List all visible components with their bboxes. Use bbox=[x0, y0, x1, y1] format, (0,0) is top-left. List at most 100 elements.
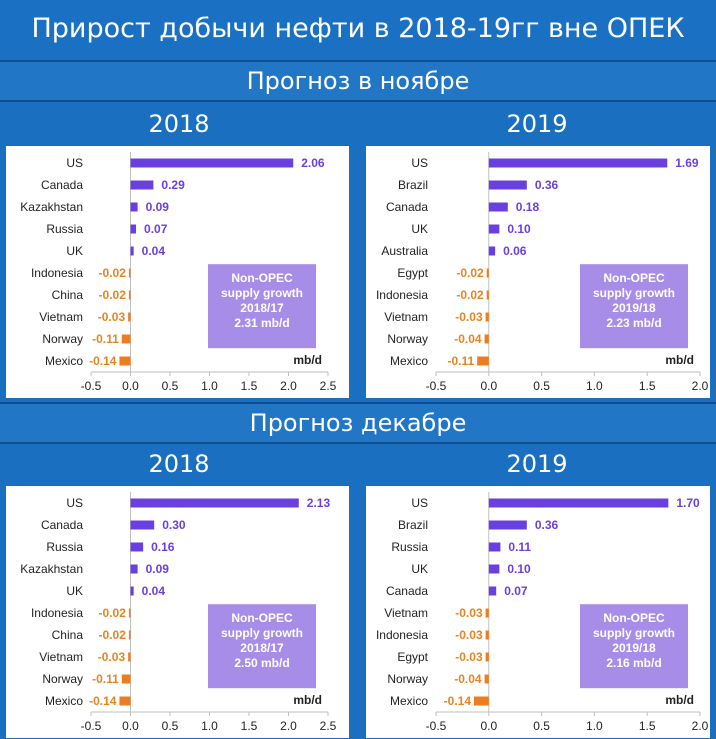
x-tick-label: 2.0 bbox=[692, 719, 709, 733]
bar bbox=[489, 499, 669, 508]
category-label: Norway bbox=[42, 332, 83, 346]
category-label: Australia bbox=[381, 244, 428, 258]
bar bbox=[131, 225, 137, 234]
category-label: Vietnam bbox=[39, 310, 83, 324]
x-tick-label: 0.0 bbox=[480, 719, 497, 733]
summary-box-text: supply growth bbox=[593, 286, 675, 300]
bar bbox=[486, 653, 489, 662]
summary-box-text: 2.23 mb/d bbox=[606, 316, 661, 330]
summary-box-text: Non-OPEC bbox=[603, 611, 665, 625]
summary-box-text: Non-OPEC bbox=[603, 271, 665, 285]
page-title: Прирост добычи нефти в 2018-19гг вне ОПЕ… bbox=[0, 0, 716, 58]
bar bbox=[131, 587, 134, 596]
summary-box-text: 2.16 mb/d bbox=[606, 656, 661, 670]
category-label: Mexico bbox=[390, 354, 428, 368]
x-tick-label: 1.0 bbox=[586, 379, 603, 393]
bar bbox=[131, 181, 154, 190]
chart-panel-dec-2018: -0.5 0.0 0.5 1.0 1.5 2.0 2.5 US 2.13 Canada 0.30 Ru… bbox=[6, 486, 349, 738]
value-label: -0.03 bbox=[98, 650, 126, 664]
summary-box-text: Non-OPEC bbox=[231, 611, 293, 625]
unit-label: mb/d bbox=[293, 353, 322, 367]
bar bbox=[489, 203, 508, 212]
value-label: 2.06 bbox=[301, 156, 325, 170]
category-label: Brazil bbox=[398, 178, 428, 192]
category-label: Mexico bbox=[390, 694, 428, 708]
category-label: Egypt bbox=[397, 650, 428, 664]
summary-box-text: 2018/17 bbox=[240, 301, 284, 315]
category-label: Mexico bbox=[45, 694, 83, 708]
value-label: 0.04 bbox=[142, 244, 166, 258]
bar bbox=[131, 159, 294, 168]
value-label: -0.02 bbox=[99, 266, 127, 280]
x-tick-label: -0.5 bbox=[426, 379, 447, 393]
chart-panel-nov-2019: -0.5 0.0 0.5 1.0 1.5 2.0 US 1.69 Brazil 0.36 Canad… bbox=[366, 146, 710, 398]
unit-label: mb/d bbox=[293, 693, 322, 707]
category-label: Kazakhstan bbox=[20, 562, 83, 576]
bar bbox=[122, 335, 131, 344]
category-label: Vietnam bbox=[39, 650, 83, 664]
bar bbox=[131, 499, 299, 508]
value-label: -0.03 bbox=[455, 650, 483, 664]
value-label: -0.14 bbox=[444, 694, 472, 708]
bar bbox=[128, 313, 130, 322]
x-tick-label: 1.0 bbox=[201, 379, 218, 393]
value-label: 0.10 bbox=[507, 222, 531, 236]
x-tick-label: -0.5 bbox=[81, 719, 102, 733]
section-title-november: Прогноз в ноябре bbox=[0, 60, 716, 102]
category-label: Mexico bbox=[45, 354, 83, 368]
bar bbox=[119, 357, 130, 366]
category-label: US bbox=[411, 496, 428, 510]
bar bbox=[487, 291, 489, 300]
value-label: 0.30 bbox=[162, 518, 186, 532]
category-label: Norway bbox=[387, 332, 428, 346]
value-label: -0.04 bbox=[454, 332, 482, 346]
category-label: UK bbox=[66, 244, 83, 258]
value-label: -0.11 bbox=[92, 672, 119, 686]
x-tick-label: 0.0 bbox=[480, 379, 497, 393]
bar bbox=[489, 225, 500, 234]
category-label: US bbox=[66, 156, 83, 170]
year-label-nov-2018: 2018 bbox=[0, 104, 358, 144]
category-label: Russia bbox=[46, 222, 83, 236]
category-label: Egypt bbox=[397, 266, 428, 280]
bar bbox=[131, 543, 144, 552]
value-label: 0.36 bbox=[535, 178, 559, 192]
category-label: Vietnam bbox=[384, 310, 428, 324]
category-label: Canada bbox=[41, 518, 83, 532]
x-tick-label: 0.0 bbox=[122, 719, 139, 733]
category-label: Canada bbox=[386, 584, 428, 598]
bar bbox=[131, 247, 134, 256]
value-label: 0.04 bbox=[142, 584, 166, 598]
x-tick-label: -0.5 bbox=[81, 379, 102, 393]
bar-chart: -0.5 0.0 0.5 1.0 1.5 2.0 2.5 US 2.13 Canada 0.30 Ru… bbox=[6, 486, 349, 738]
summary-box-text: 2019/18 bbox=[612, 641, 656, 655]
value-label: 0.09 bbox=[146, 200, 170, 214]
bar bbox=[131, 521, 155, 530]
x-tick-label: 1.5 bbox=[241, 379, 258, 393]
bar-chart: -0.5 0.0 0.5 1.0 1.5 2.0 2.5 US 2.06 Canada 0.29 Ka… bbox=[6, 146, 349, 398]
x-tick-label: 2.5 bbox=[320, 719, 337, 733]
value-label: -0.04 bbox=[454, 672, 482, 686]
value-label: 1.69 bbox=[675, 156, 699, 170]
category-label: US bbox=[66, 496, 83, 510]
value-label: -0.03 bbox=[98, 310, 126, 324]
bar bbox=[489, 543, 501, 552]
value-label: -0.03 bbox=[455, 606, 483, 620]
value-label: 0.18 bbox=[516, 200, 540, 214]
category-label: Indonesia bbox=[376, 288, 428, 302]
value-label: -0.11 bbox=[92, 332, 119, 346]
category-label: UK bbox=[411, 562, 428, 576]
x-tick-label: 2.0 bbox=[280, 719, 297, 733]
bar bbox=[129, 269, 131, 278]
summary-box-text: supply growth bbox=[221, 626, 303, 640]
value-label: 2.13 bbox=[307, 496, 331, 510]
category-label: Brazil bbox=[398, 518, 428, 532]
x-tick-label: 0.5 bbox=[162, 719, 179, 733]
bar-chart: -0.5 0.0 0.5 1.0 1.5 2.0US 1.70Brazil 0.36Russi… bbox=[366, 486, 710, 738]
category-label: Russia bbox=[46, 540, 83, 554]
bar bbox=[486, 313, 489, 322]
bar bbox=[129, 291, 131, 300]
bar bbox=[489, 159, 667, 168]
value-label: -0.02 bbox=[99, 606, 127, 620]
category-label: Indonesia bbox=[31, 266, 83, 280]
